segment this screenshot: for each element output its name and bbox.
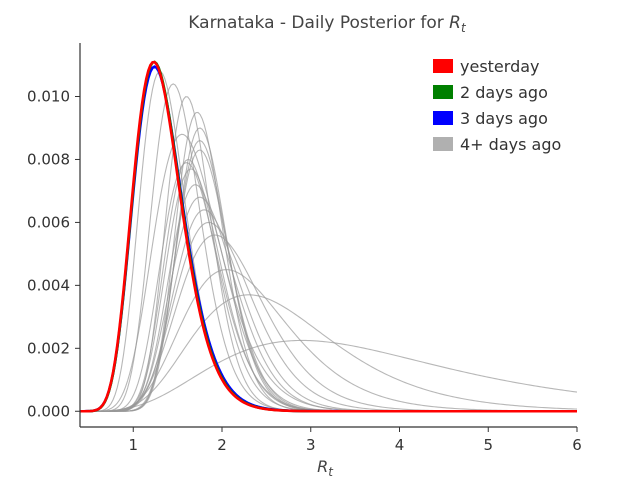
x-axis-title: Rt [317, 457, 334, 479]
series-line [80, 83, 577, 412]
legend-label: 2 days ago [460, 83, 548, 102]
x-axis-title-sub: t [328, 465, 334, 479]
legend-label: yesterday [460, 57, 540, 76]
x-axis-title-main: R [317, 457, 328, 476]
y-ticks: 0.000 0.002 0.004 0.006 0.008 0.010 [27, 88, 80, 420]
legend-label: 3 days ago [460, 109, 548, 128]
x-tick-label: 5 [483, 436, 493, 454]
y-tick-label: 0.006 [27, 213, 70, 231]
legend-swatch [433, 137, 453, 151]
x-ticks: 1 2 3 4 5 6 [128, 427, 582, 454]
series-line [80, 168, 577, 412]
x-tick-label: 6 [572, 436, 582, 454]
y-tick-label: 0.000 [27, 402, 70, 420]
series-line [80, 294, 577, 412]
legend-label: 4+ days ago [460, 135, 561, 154]
x-tick-label: 2 [217, 436, 227, 454]
chart-title-text: Karnataka - Daily Posterior for [188, 13, 449, 33]
chart-title-sub: t [461, 21, 467, 35]
series-line [80, 339, 577, 412]
x-tick-label: 1 [128, 436, 138, 454]
y-tick-label: 0.004 [27, 276, 70, 294]
legend-swatch [433, 85, 453, 99]
series-line [80, 111, 577, 412]
chart-title: Karnataka - Daily Posterior for Rt [188, 13, 467, 35]
series-line [80, 60, 577, 413]
x-tick-label: 3 [306, 436, 316, 454]
legend: yesterday 2 days ago 3 days ago 4+ days ago [433, 57, 561, 154]
y-tick-label: 0.008 [27, 150, 70, 168]
y-tick-label: 0.002 [27, 339, 70, 357]
legend-swatch [433, 59, 453, 73]
legend-swatch [433, 111, 453, 125]
y-tick-label: 0.010 [27, 88, 70, 106]
series-group [80, 60, 577, 413]
chart-title-math: R [449, 13, 461, 33]
x-tick-label: 4 [395, 436, 405, 454]
